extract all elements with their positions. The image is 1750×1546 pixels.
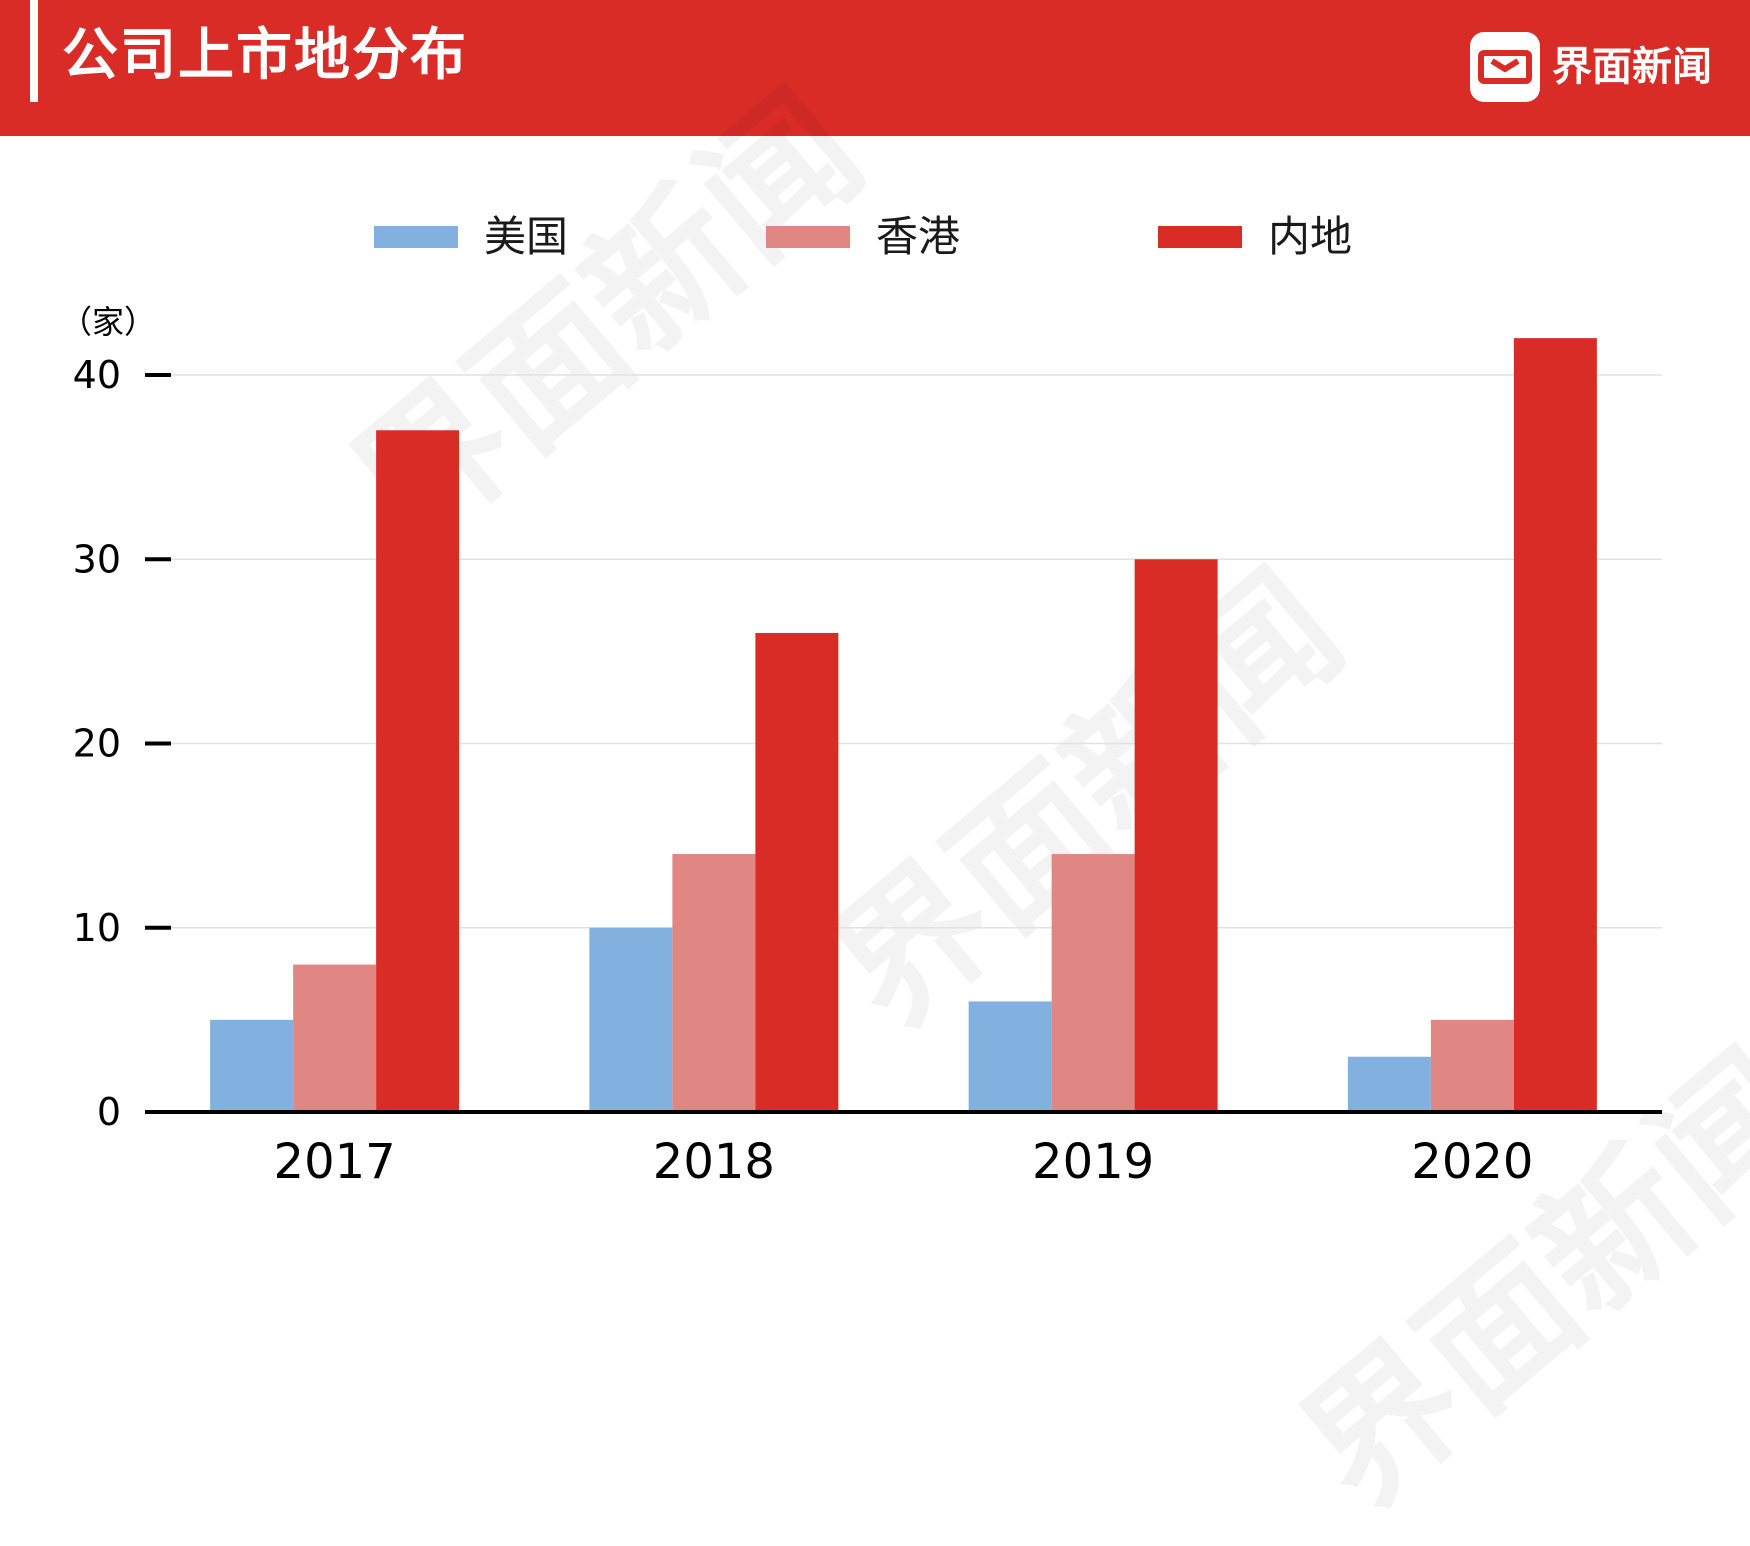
bar-2019-美国 [968, 1001, 1052, 1112]
bar-2017-内地 [376, 430, 460, 1112]
y-tick-label: 0 [97, 1090, 121, 1134]
header-accent-bar [30, 0, 38, 102]
bar-2019-内地 [1134, 559, 1218, 1112]
legend-label-hk: 香港 [876, 212, 961, 261]
page-title: 公司上市地分布 [62, 23, 468, 88]
x-category-label: 2020 [1411, 1134, 1533, 1190]
legend-swatch-hk [766, 226, 850, 248]
legend-swatch-mainland [1158, 226, 1242, 248]
legend-item-hk: 香港 [766, 212, 960, 262]
header-banner: 公司上市地分布 界面新闻 [0, 0, 1750, 136]
legend-label-mainland: 内地 [1268, 212, 1353, 261]
x-category-label: 2018 [653, 1134, 775, 1190]
brand-name: 界面新闻 [1552, 44, 1712, 90]
legend-swatch-us [374, 226, 458, 248]
legend-label-us: 美国 [484, 212, 569, 261]
bar-2017-美国 [210, 1019, 294, 1112]
bar-2017-香港 [293, 964, 377, 1112]
y-tick-label: 30 [73, 537, 121, 581]
bar-2018-美国 [589, 927, 673, 1112]
bar-2020-香港 [1430, 1019, 1514, 1112]
chart-legend: 美国 香港 内地 [0, 212, 1750, 262]
bar-chart: 0 10 20 30 40 （家） 2017 2018 2019 2020 [60, 303, 1662, 1190]
y-tick-label: 10 [73, 906, 121, 950]
bar-2019-香港 [1051, 854, 1135, 1112]
jiemian-logo-icon [1470, 32, 1540, 102]
bar-2018-内地 [755, 632, 839, 1112]
bar-2020-内地 [1513, 338, 1597, 1112]
bar-2020-美国 [1347, 1056, 1431, 1112]
y-tick-label: 20 [73, 722, 121, 766]
y-tick-label: 40 [73, 353, 121, 397]
legend-item-mainland: 内地 [1158, 212, 1352, 262]
brand[interactable]: 界面新闻 [1470, 32, 1712, 102]
y-unit-label: （家） [60, 303, 156, 341]
bar-2018-香港 [672, 854, 756, 1112]
x-category-label: 2017 [274, 1134, 396, 1190]
x-category-label: 2019 [1032, 1134, 1154, 1190]
legend-item-us: 美国 [374, 212, 568, 262]
